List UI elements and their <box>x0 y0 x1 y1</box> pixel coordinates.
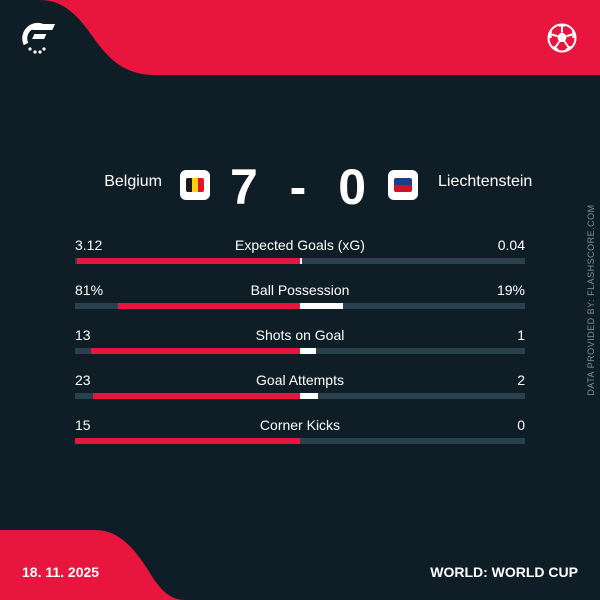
stat-away-value: 2 <box>517 372 525 388</box>
stat-bar <box>75 438 525 444</box>
stat-bar <box>75 303 525 309</box>
stat-bar-home <box>75 438 300 444</box>
stat-row-goal-attempts: 23 Goal Attempts 2 <box>75 369 525 414</box>
away-team-name: Liechtenstein <box>438 173 533 190</box>
stat-home-value: 15 <box>75 417 91 433</box>
stat-label: Shots on Goal <box>255 327 345 343</box>
match-score-row: Belgium 7 - 0 Liechtenstein <box>0 159 600 215</box>
stat-home-value: 3.12 <box>75 237 103 253</box>
stat-bar-away <box>300 303 343 309</box>
stat-home-value: 23 <box>75 372 91 388</box>
stat-bar <box>75 348 525 354</box>
stat-row-expected-goals: 3.12 Expected Goals (xG) 0.04 <box>75 234 525 279</box>
home-score: 7 <box>229 159 262 215</box>
away-score: 0 <box>338 159 371 215</box>
stat-bar-away <box>300 393 318 399</box>
stat-row-ball-possession: 81% Ball Possession 19% <box>75 279 525 324</box>
liechtenstein-flag-icon <box>388 170 418 200</box>
stat-away-value: 0.04 <box>497 237 525 253</box>
stat-label: Corner Kicks <box>259 417 341 433</box>
stat-bar-home <box>77 258 300 264</box>
stat-away-value: 1 <box>517 327 525 343</box>
stat-bar-home <box>90 348 300 354</box>
stat-label: Goal Attempts <box>256 372 344 388</box>
stat-bar-home <box>117 303 300 309</box>
stat-label: Expected Goals (xG) <box>235 237 365 253</box>
stat-away-value: 19% <box>496 282 525 298</box>
stat-label: Ball Possession <box>250 282 350 298</box>
stat-bar-home <box>93 393 300 399</box>
stat-row-shots-on-goal: 13 Shots on Goal 1 <box>75 324 525 369</box>
stat-row-corner-kicks: 15 Corner Kicks 0 <box>75 414 525 459</box>
bottom-accent-band <box>0 530 185 600</box>
stat-home-value: 13 <box>75 327 91 343</box>
home-team-name: Belgium <box>104 173 162 190</box>
stat-bar-away <box>300 348 316 354</box>
score-separator: - <box>289 159 311 215</box>
flashscore-logo-icon <box>22 22 56 54</box>
match-stats: 3.12 Expected Goals (xG) 0.04 81% Ball P… <box>75 234 525 459</box>
competition-name: WORLD: WORLD CUP <box>430 564 578 580</box>
football-icon <box>547 23 577 53</box>
data-provider-credit: DATA PROVIDED BY: FLASHSCORE.COM <box>586 204 596 396</box>
stat-away-value: 0 <box>517 417 525 433</box>
stat-bar <box>75 393 525 399</box>
stat-bar-away <box>300 258 303 264</box>
match-date: 18. 11. 2025 <box>22 564 100 580</box>
belgium-flag-icon <box>180 170 210 200</box>
top-accent-band <box>0 0 600 75</box>
stat-bar <box>75 258 525 264</box>
score: 7 - 0 <box>220 158 380 216</box>
stat-home-value: 81% <box>75 282 104 298</box>
